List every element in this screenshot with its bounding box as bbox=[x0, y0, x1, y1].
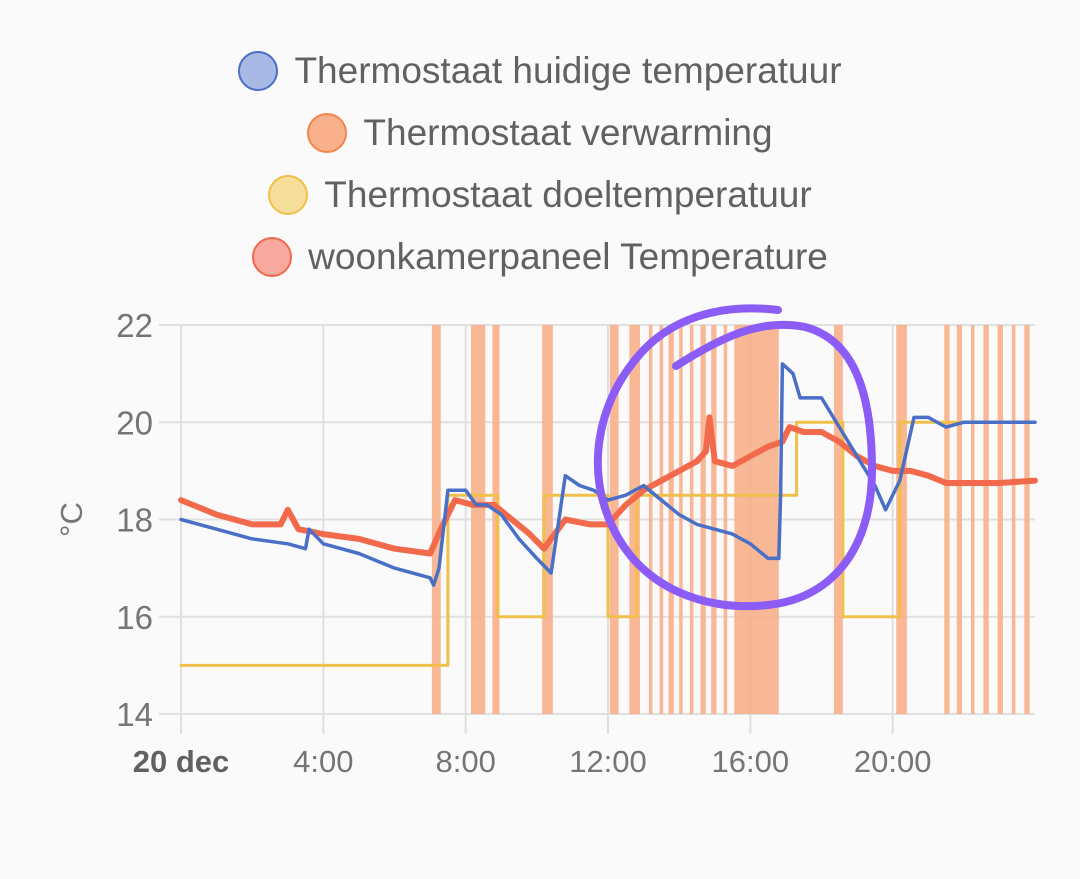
heating-on-block bbox=[679, 325, 683, 714]
heating-on-block bbox=[431, 325, 441, 714]
hand-drawn-circle-annotation bbox=[593, 304, 876, 611]
x-tick-label: 12:00 bbox=[569, 744, 647, 779]
annotation-circle-stroke bbox=[593, 304, 876, 611]
x-tick-label: 8:00 bbox=[435, 744, 495, 779]
legend-item-heating[interactable]: Thermostaat verwarming bbox=[0, 102, 1080, 164]
heating-on-block bbox=[471, 325, 486, 714]
heating-series bbox=[431, 325, 1030, 714]
y-tick-label: 16 bbox=[116, 599, 153, 636]
axes: 14 16 18 20 22 20 dec 4:00 8:00 12:00 16:00 20:00 °… bbox=[54, 307, 931, 779]
legend-label-heating: Thermostaat verwarming bbox=[363, 112, 773, 153]
heating-on-block bbox=[542, 325, 553, 714]
heating-on-block bbox=[1024, 325, 1030, 714]
x-tick-label: 20:00 bbox=[854, 744, 932, 779]
legend-label-current-temperature: Thermostaat huidige temperatuur bbox=[294, 50, 842, 91]
y-tick-label: 14 bbox=[116, 696, 153, 733]
heating-on-block bbox=[997, 325, 1003, 714]
heating-on-block bbox=[659, 325, 664, 714]
heating-on-block bbox=[648, 325, 653, 714]
legend-swatch-heating bbox=[307, 113, 348, 153]
x-tick-label: 20 dec bbox=[133, 744, 230, 779]
chart-legend: Thermostaat huidige temperatuur Thermost… bbox=[0, 40, 1080, 288]
heating-on-block bbox=[896, 325, 907, 714]
heating-on-block bbox=[734, 325, 779, 714]
target-temperature-line bbox=[179, 420, 1037, 667]
heating-on-block bbox=[700, 325, 706, 714]
legend-swatch-current-temperature bbox=[238, 51, 279, 91]
legend-swatch-target-temperature bbox=[268, 175, 309, 215]
heating-on-block bbox=[944, 325, 950, 714]
legend-item-livingroom-temperature[interactable]: woonkamerpaneel Temperature bbox=[0, 226, 1080, 288]
heating-on-block bbox=[833, 325, 843, 714]
legend-item-current-temperature[interactable]: Thermostaat huidige temperatuur bbox=[0, 40, 1080, 102]
heating-on-block bbox=[723, 325, 728, 714]
heating-on-block bbox=[1011, 325, 1016, 714]
legend-item-target-temperature[interactable]: Thermostaat doeltemperatuur bbox=[0, 164, 1080, 226]
legend-label-livingroom-temperature: woonkamerpaneel Temperature bbox=[308, 236, 828, 277]
heating-on-block bbox=[983, 325, 989, 714]
x-tick-label: 16:00 bbox=[712, 744, 790, 779]
y-tick-label: 22 bbox=[116, 307, 153, 344]
heating-on-block bbox=[711, 325, 717, 714]
heating-on-block bbox=[970, 325, 975, 714]
heating-on-block bbox=[629, 325, 641, 714]
legend-swatch-livingroom-temperature bbox=[252, 237, 293, 277]
legend-label-target-temperature: Thermostaat doeltemperatuur bbox=[324, 174, 812, 215]
heating-on-block bbox=[668, 325, 674, 714]
y-tick-label: 20 bbox=[116, 404, 153, 441]
x-tick-label: 4:00 bbox=[293, 744, 353, 779]
target-temperature-series bbox=[179, 420, 1037, 667]
y-tick-label: 18 bbox=[116, 502, 153, 539]
y-axis-label: °C bbox=[54, 502, 89, 537]
heating-on-block bbox=[492, 325, 500, 714]
heating-on-block bbox=[956, 325, 963, 714]
